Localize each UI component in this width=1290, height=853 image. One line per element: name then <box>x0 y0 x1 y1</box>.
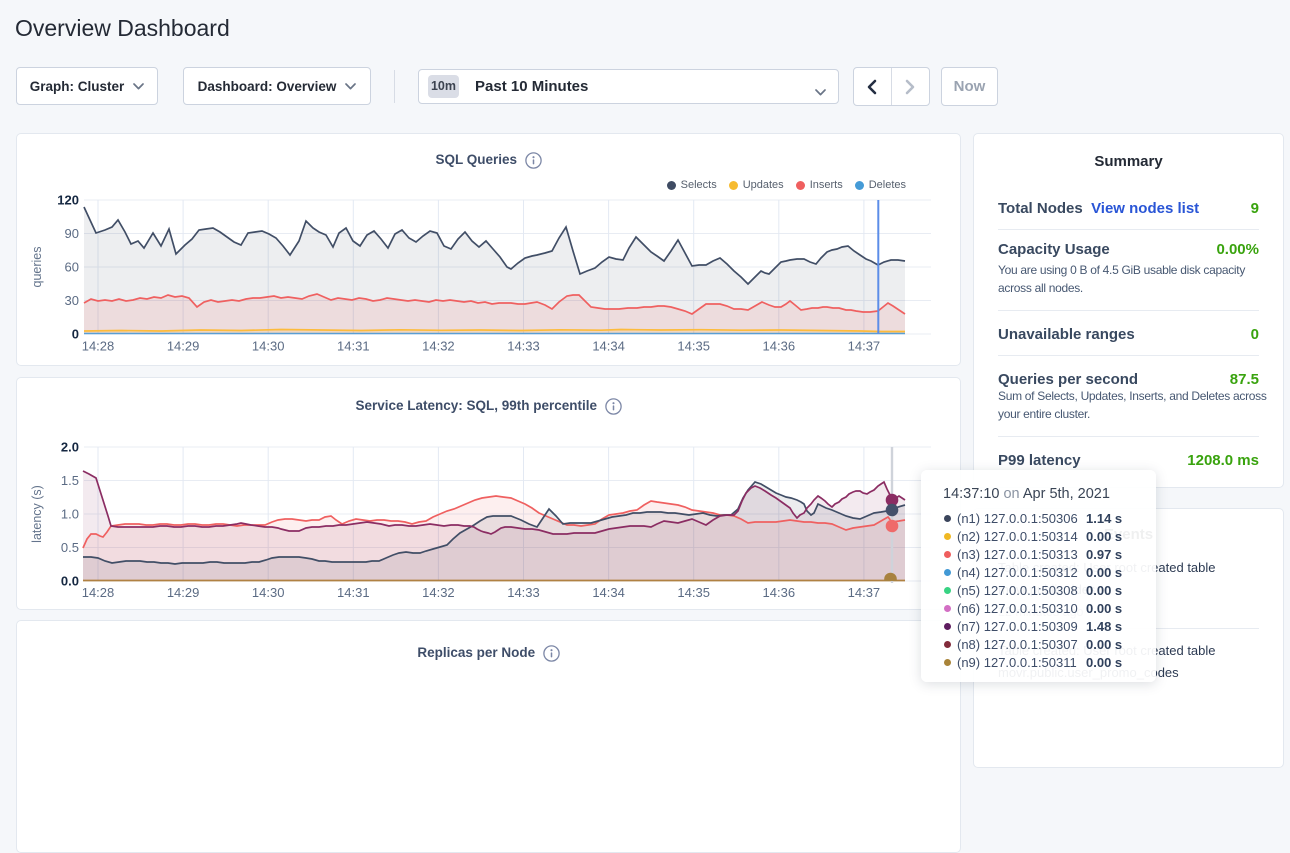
svg-text:120: 120 <box>57 193 79 208</box>
svg-text:14:34: 14:34 <box>592 339 625 354</box>
svg-text:14:31: 14:31 <box>337 585 370 600</box>
svg-text:14:29: 14:29 <box>167 339 200 354</box>
svg-text:14:31: 14:31 <box>337 339 370 354</box>
svg-text:30: 30 <box>65 293 79 308</box>
svg-text:0.5: 0.5 <box>61 540 79 555</box>
svg-text:14:32: 14:32 <box>422 339 455 354</box>
svg-text:1.5: 1.5 <box>61 473 79 488</box>
svg-text:14:34: 14:34 <box>592 585 625 600</box>
svg-text:14:33: 14:33 <box>507 339 540 354</box>
svg-text:queries: queries <box>30 247 44 288</box>
svg-text:14:33: 14:33 <box>507 585 540 600</box>
svg-text:14:30: 14:30 <box>252 585 285 600</box>
svg-text:2.0: 2.0 <box>61 440 79 455</box>
svg-text:0.0: 0.0 <box>61 574 79 589</box>
svg-text:60: 60 <box>65 260 79 275</box>
svg-text:14:35: 14:35 <box>677 585 710 600</box>
svg-text:14:35: 14:35 <box>677 339 710 354</box>
svg-text:14:29: 14:29 <box>167 585 200 600</box>
svg-text:14:37: 14:37 <box>848 585 881 600</box>
svg-text:90: 90 <box>65 226 79 241</box>
svg-text:14:36: 14:36 <box>763 339 796 354</box>
svg-text:14:36: 14:36 <box>763 585 796 600</box>
svg-text:0: 0 <box>72 327 79 342</box>
svg-text:14:30: 14:30 <box>252 339 285 354</box>
svg-text:14:28: 14:28 <box>82 339 115 354</box>
svg-text:14:28: 14:28 <box>82 585 115 600</box>
svg-text:14:37: 14:37 <box>848 339 881 354</box>
svg-text:14:32: 14:32 <box>422 585 455 600</box>
svg-text:latency (s): latency (s) <box>30 485 44 543</box>
svg-text:1.0: 1.0 <box>61 507 79 522</box>
